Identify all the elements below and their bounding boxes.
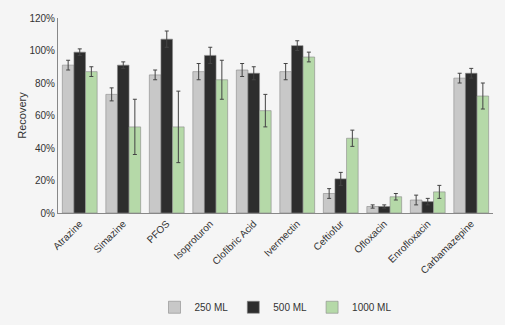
svg-text:250 ML: 250 ML (195, 302, 229, 313)
svg-text:Isoproturon: Isoproturon (172, 218, 216, 262)
svg-text:PFOS: PFOS (145, 218, 172, 245)
svg-text:40%: 40% (35, 143, 55, 154)
svg-text:Clofibric Acid: Clofibric Acid (210, 218, 259, 267)
svg-text:Recovery: Recovery (16, 92, 28, 139)
svg-text:Simazine: Simazine (91, 218, 128, 255)
svg-text:0%: 0% (41, 208, 56, 219)
svg-text:500 ML: 500 ML (273, 302, 307, 313)
svg-text:60%: 60% (35, 110, 55, 121)
svg-text:Carbamazepine: Carbamazepine (418, 218, 476, 276)
svg-text:Atrazine: Atrazine (51, 218, 85, 252)
svg-text:1000 ML: 1000 ML (352, 302, 391, 313)
svg-text:100%: 100% (29, 45, 55, 56)
svg-text:120%: 120% (29, 13, 55, 24)
svg-text:Ofloxacin: Ofloxacin (352, 218, 389, 255)
svg-text:Ivermectin: Ivermectin (262, 218, 302, 258)
svg-text:20%: 20% (35, 175, 55, 186)
svg-text:Enrofloxacin: Enrofloxacin (386, 218, 433, 265)
svg-text:80%: 80% (35, 78, 55, 89)
svg-text:Ceftiofur: Ceftiofur (311, 218, 346, 253)
